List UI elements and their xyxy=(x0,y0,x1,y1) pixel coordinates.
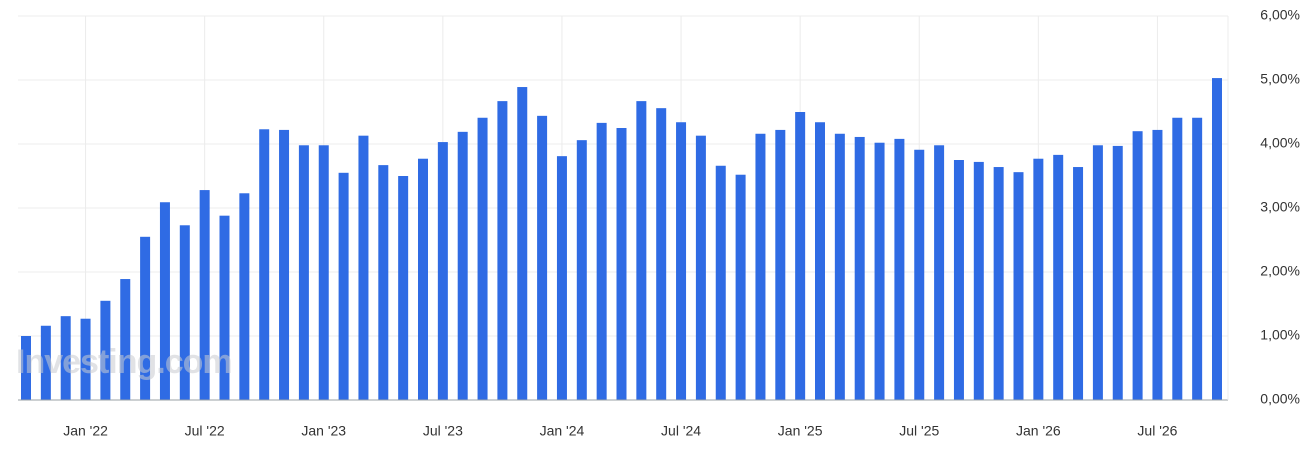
bar xyxy=(179,225,190,400)
bars xyxy=(21,78,1222,401)
bar xyxy=(100,300,111,400)
bar xyxy=(953,160,964,400)
bar xyxy=(338,172,349,400)
bar xyxy=(934,145,945,400)
bar xyxy=(40,325,51,400)
x-tick-label: Jan '24 xyxy=(540,423,585,439)
bar xyxy=(279,129,290,401)
bar xyxy=(695,135,706,400)
bar xyxy=(537,115,548,400)
bar xyxy=(616,128,627,400)
x-tick-label: Jul '26 xyxy=(1137,423,1177,439)
bar xyxy=(60,316,71,400)
bar xyxy=(676,122,687,401)
y-tick-label: 1,00% xyxy=(1260,327,1300,343)
bar xyxy=(596,122,607,400)
bar xyxy=(259,129,270,400)
bar xyxy=(517,87,528,400)
bar xyxy=(398,176,409,400)
bar xyxy=(1172,117,1183,400)
x-tick-label: Jan '23 xyxy=(301,423,346,439)
bar xyxy=(21,336,31,400)
x-tick-label: Jan '25 xyxy=(778,423,823,439)
bar xyxy=(1073,167,1084,400)
y-tick-label: 6,00% xyxy=(1260,7,1300,23)
x-tick-label: Jan '22 xyxy=(63,423,108,439)
bar xyxy=(556,156,567,400)
axes: 0,00% 1,00% 2,00% 3,00% 4,00% 5,00% 6,00% Jan '… xyxy=(18,7,1300,439)
y-tick-label: 0,00% xyxy=(1260,391,1300,407)
bar xyxy=(457,131,468,400)
bar xyxy=(318,145,329,400)
y-tick-label: 4,00% xyxy=(1260,135,1300,151)
bar xyxy=(993,167,1004,400)
bar xyxy=(219,215,230,400)
bar xyxy=(1132,131,1143,400)
bar xyxy=(973,161,984,400)
y-tick-label: 3,00% xyxy=(1260,199,1300,215)
bar xyxy=(1013,172,1024,400)
bar xyxy=(755,133,766,400)
bar xyxy=(298,145,309,400)
bar xyxy=(437,142,448,400)
bar xyxy=(815,122,825,401)
x-tick-label: Jul '23 xyxy=(423,423,463,439)
x-tick-label: Jan '26 xyxy=(1016,423,1061,439)
bar xyxy=(854,136,865,400)
bar xyxy=(735,174,746,400)
bar xyxy=(120,279,131,400)
bar xyxy=(358,135,369,400)
bar xyxy=(894,138,905,400)
x-tick-label: Jul '22 xyxy=(185,423,225,439)
bar xyxy=(715,165,726,400)
bar xyxy=(1112,145,1123,400)
bar xyxy=(497,101,508,401)
bar xyxy=(140,236,151,400)
bar xyxy=(159,202,170,400)
bar xyxy=(1092,145,1103,400)
bar xyxy=(378,165,389,400)
bar xyxy=(1212,78,1222,400)
x-tick-label: Jul '25 xyxy=(899,423,939,439)
bar xyxy=(1152,129,1163,401)
bar xyxy=(1033,158,1044,400)
bar xyxy=(914,149,925,400)
bar xyxy=(576,140,587,400)
bar xyxy=(834,133,845,400)
bar xyxy=(477,117,488,400)
watermark: Investing.com xyxy=(16,343,232,381)
bar xyxy=(636,101,647,401)
y-tick-label: 5,00% xyxy=(1260,71,1300,87)
bar xyxy=(239,193,250,400)
bar xyxy=(874,142,885,400)
bar xyxy=(656,108,667,400)
bar xyxy=(1053,154,1064,400)
y-tick-label: 2,00% xyxy=(1260,263,1300,279)
x-tick-label: Jul '24 xyxy=(661,423,701,439)
bar xyxy=(1192,117,1203,400)
bar xyxy=(795,112,806,400)
bar xyxy=(199,190,210,400)
bar xyxy=(775,129,786,401)
bar xyxy=(418,158,428,400)
bar xyxy=(80,318,91,400)
